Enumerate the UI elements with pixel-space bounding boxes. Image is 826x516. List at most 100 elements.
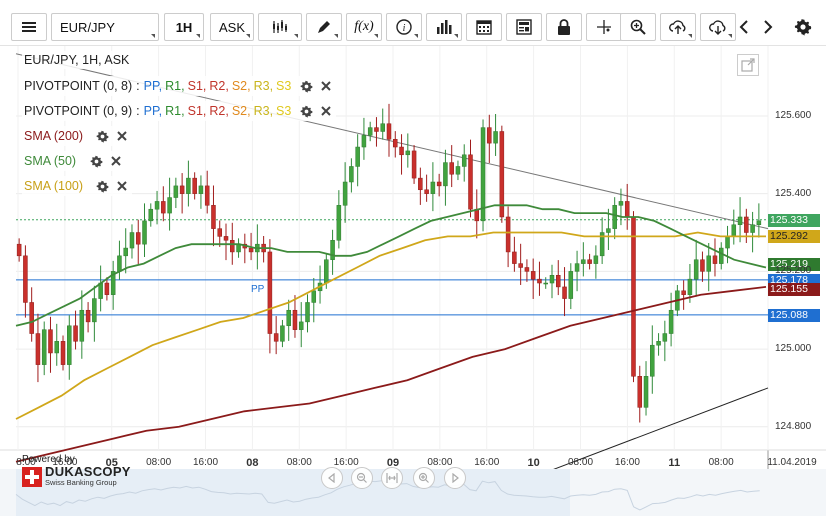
- forward-button[interactable]: [758, 13, 778, 41]
- candle-body: [449, 162, 454, 175]
- volume-button[interactable]: [426, 13, 462, 41]
- candle: [480, 119, 486, 232]
- candle: [129, 224, 135, 259]
- candle: [606, 208, 611, 250]
- gear-icon[interactable]: [88, 153, 104, 169]
- candle: [16, 238, 22, 262]
- candle-body: [618, 201, 624, 206]
- download-button[interactable]: [700, 13, 736, 41]
- candle: [687, 263, 693, 303]
- candle: [700, 251, 705, 282]
- candle: [744, 208, 749, 244]
- candle: [436, 173, 442, 197]
- menu-icon: [22, 22, 36, 32]
- candle-body: [380, 123, 385, 132]
- zoom-in-button[interactable]: [413, 467, 435, 489]
- news-button[interactable]: [506, 13, 542, 41]
- candle-body: [624, 201, 630, 218]
- calendar-button[interactable]: [466, 13, 502, 41]
- candle: [355, 134, 360, 187]
- close-icon[interactable]: [318, 78, 334, 94]
- indicator-name: PIVOTPOINT (0, 9): [24, 104, 133, 118]
- candle-body: [756, 220, 762, 225]
- timeframe-label: 1H: [175, 19, 193, 35]
- indicator-pivot-9[interactable]: PIVOTPOINT (0, 9) : PP, R1, S1, R2, S2, R3, S3: [22, 101, 337, 121]
- swiss-cross-icon: [22, 466, 42, 487]
- candle: [499, 125, 505, 223]
- candle: [393, 131, 398, 158]
- navigator-window: [16, 469, 570, 516]
- scroll-left-button[interactable]: [321, 467, 343, 489]
- draw-button[interactable]: [306, 13, 342, 41]
- upload-button[interactable]: [660, 13, 696, 41]
- timeframe-select[interactable]: 1H: [164, 13, 204, 41]
- candle-body: [737, 216, 743, 225]
- candle-body: [48, 329, 53, 354]
- chart-type-button[interactable]: [258, 13, 302, 41]
- candle-body: [23, 255, 28, 303]
- close-icon[interactable]: [114, 128, 130, 144]
- candle: [236, 238, 241, 258]
- candle: [543, 277, 548, 289]
- candle-body: [148, 208, 154, 222]
- close-icon[interactable]: [114, 178, 130, 194]
- candle-body: [92, 298, 97, 323]
- indicator-sma-50[interactable]: SMA (50): [22, 151, 126, 171]
- lock-button[interactable]: [546, 13, 582, 41]
- candle-body: [731, 224, 737, 237]
- candle-body: [280, 325, 285, 342]
- candle-body: [436, 181, 442, 187]
- candle-body: [430, 181, 436, 194]
- menu-button[interactable]: [11, 13, 47, 41]
- candle: [681, 280, 686, 310]
- fit-button[interactable]: [381, 467, 403, 489]
- crosshair-button[interactable]: [586, 13, 622, 41]
- zoom-out-button[interactable]: [351, 467, 373, 489]
- scroll-right-button[interactable]: [444, 467, 466, 489]
- settings-button[interactable]: [790, 13, 816, 41]
- info-button[interactable]: i: [386, 13, 422, 41]
- candle: [637, 365, 643, 423]
- zoom-button[interactable]: [620, 13, 656, 41]
- close-icon[interactable]: [108, 153, 124, 169]
- chart-title-text: EUR/JPY, 1H, ASK: [24, 53, 130, 67]
- chevron-down-icon: [151, 34, 155, 38]
- expand-button[interactable]: [737, 54, 759, 76]
- candle: [599, 217, 605, 264]
- chevron-right-icon: [764, 20, 773, 34]
- close-icon[interactable]: [318, 103, 334, 119]
- price-side-select[interactable]: ASK: [210, 13, 254, 41]
- candle-body: [693, 259, 699, 280]
- pivot-level-pp: PP,: [143, 104, 163, 118]
- pivot-level-r2: R2,: [209, 104, 229, 118]
- upload-icon: [669, 20, 686, 34]
- candle-body: [405, 150, 411, 156]
- y-tick-label: 125.400: [775, 187, 812, 199]
- indicator-sma-100[interactable]: SMA (100): [22, 176, 132, 196]
- gear-icon[interactable]: [298, 103, 314, 119]
- x-tick-label: 05: [105, 457, 118, 469]
- symbol-select[interactable]: EUR/JPY: [51, 13, 159, 41]
- chevron-left-icon: [739, 20, 748, 34]
- indicator-pivot-8[interactable]: PIVOTPOINT (0, 8) : PP, R1, S1, R2, S2, R3, S3: [22, 76, 337, 96]
- pivot-level-r3: R3,: [253, 79, 274, 93]
- candle-body: [549, 275, 555, 284]
- candle: [110, 260, 116, 310]
- price-chart[interactable]: [0, 46, 826, 516]
- function-button[interactable]: f(x): [346, 13, 382, 41]
- gear-icon[interactable]: [298, 78, 314, 94]
- gear-icon[interactable]: [94, 178, 110, 194]
- candle: [79, 290, 85, 359]
- back-button[interactable]: [734, 13, 754, 41]
- candle-body: [568, 271, 574, 299]
- indicator-sma-200[interactable]: SMA (200): [22, 126, 132, 146]
- y-tick-label: 125.200: [775, 265, 812, 277]
- indicator-sep: :: [136, 104, 140, 118]
- pivot-levels: PP, R1, S1, R2, S2, R3, S3: [144, 79, 295, 93]
- chart-area[interactable]: EUR/JPY, 1H, ASK PIVOTPOINT (0, 8) : PP,…: [0, 46, 826, 516]
- gear-icon[interactable]: [94, 128, 110, 144]
- candle-body: [543, 282, 548, 285]
- chevron-down-icon: [454, 34, 458, 38]
- candle: [518, 243, 523, 285]
- candle: [330, 229, 335, 275]
